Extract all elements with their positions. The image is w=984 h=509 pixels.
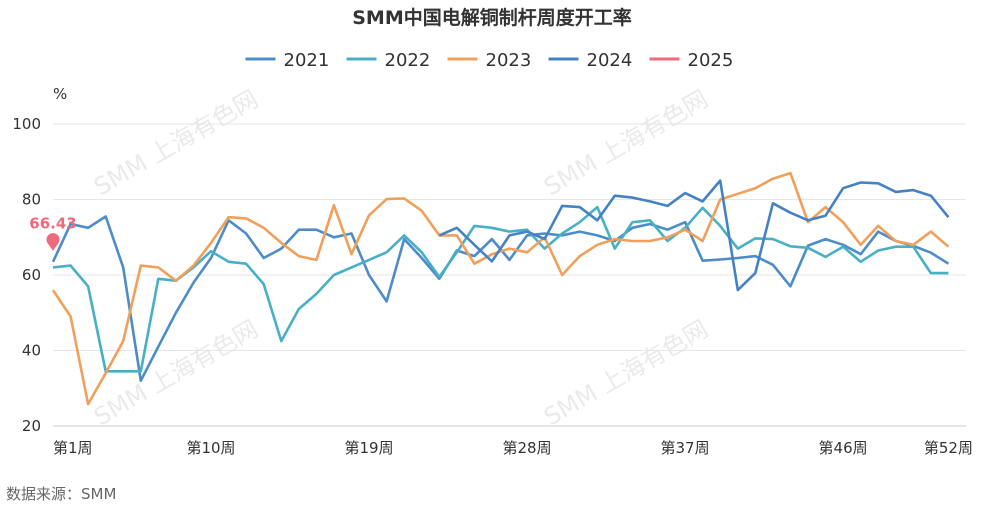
series-line-2023: [51, 171, 950, 406]
x-tick-label: 第52周: [924, 439, 973, 457]
watermark-text: SMM 上海有色网: [89, 85, 263, 201]
data-label-2025: 66.43: [29, 215, 76, 233]
watermark-text: SMM 上海有色网: [539, 85, 713, 201]
y-axis-ticks: 20 40 60 80 100: [12, 115, 41, 435]
watermark-layer: SMM 上海有色网 SMM 上海有色网 SMM 上海有色网 SMM 上海有色网: [89, 85, 713, 431]
x-axis-ticks: 第1周 第10周 第19周 第28周 第37周 第46周 第52周: [53, 439, 973, 457]
grid-lines: [53, 123, 966, 427]
y-tick-label: 60: [22, 266, 41, 284]
legend: 2021 2022 2023 2024 2025: [245, 50, 734, 71]
series-line-2024: [438, 179, 950, 292]
x-tick-label: 第37周: [661, 439, 710, 457]
legend-label-2025: 2025: [688, 50, 734, 71]
series-line-2022: [52, 205, 949, 373]
source-note: 数据来源：SMM: [6, 485, 116, 503]
legend-label-2021: 2021: [284, 50, 330, 71]
y-tick-label: 100: [12, 115, 41, 133]
x-tick-label: 第1周: [53, 439, 93, 457]
legend-label-2023: 2023: [486, 50, 532, 71]
point-marker-2025: [46, 233, 60, 251]
watermark-text: SMM 上海有色网: [89, 315, 263, 431]
watermark-text: SMM 上海有色网: [539, 315, 713, 431]
y-tick-label: 20: [22, 417, 41, 435]
annotation-layer: 66.43: [29, 215, 77, 251]
y-tick-label: 80: [22, 191, 41, 209]
series-layer: [51, 171, 950, 406]
legend-label-2024: 2024: [587, 50, 633, 71]
y-tick-label: 40: [22, 342, 41, 360]
x-tick-label: 第10周: [186, 439, 235, 457]
legend-label-2022: 2022: [385, 50, 431, 71]
x-tick-label: 第46周: [819, 439, 868, 457]
x-tick-label: 第19周: [344, 439, 393, 457]
x-tick-label: 第28周: [503, 439, 552, 457]
chart-title: SMM中国电解铜制杆周度开工率: [352, 6, 632, 29]
y-axis-unit: %: [53, 85, 67, 103]
